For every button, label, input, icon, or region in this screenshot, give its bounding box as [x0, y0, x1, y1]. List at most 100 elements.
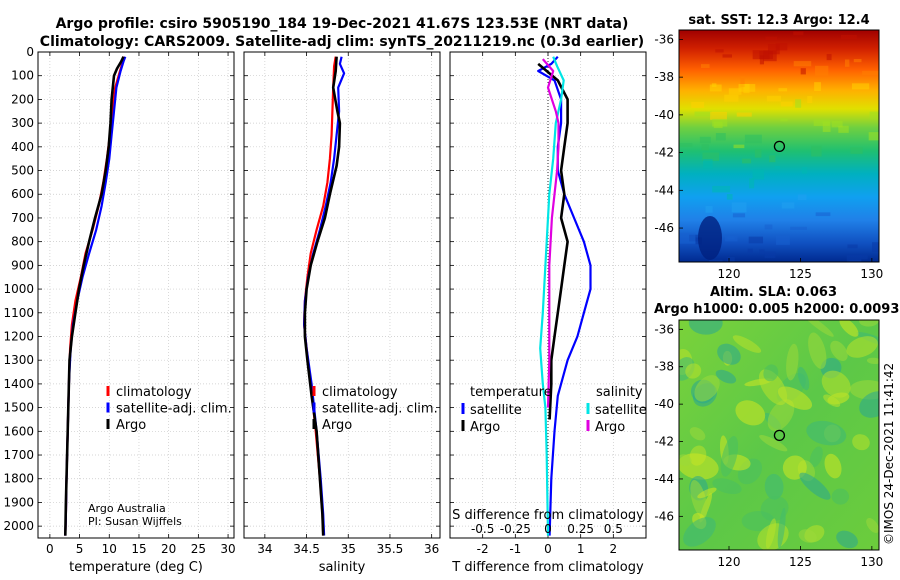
- sst-patch: [763, 50, 777, 62]
- argo-location-marker: [773, 140, 786, 153]
- sst-patch: [778, 88, 788, 92]
- legend-label: satellite-adj. clim.: [116, 402, 232, 417]
- legend-label: Argo: [470, 420, 500, 435]
- sst-patch: [726, 194, 733, 200]
- sst-patch: [765, 36, 778, 40]
- map-x-tick-label: 120: [718, 267, 741, 281]
- y-tick-label: 800: [11, 235, 34, 249]
- sst-patch: [790, 226, 807, 230]
- y-tick-label: 1700: [3, 448, 34, 462]
- sst-patch: [724, 94, 739, 102]
- series-line-argo: [64, 56, 125, 536]
- y-tick-label: 200: [11, 92, 34, 106]
- sst-patch: [679, 143, 693, 147]
- sla-patch: [732, 335, 762, 353]
- sla-patch: [697, 487, 717, 499]
- sst-patch: [840, 34, 857, 40]
- imos-watermark: ©IMOS 24-Dec-2021 11:41:42: [882, 363, 896, 545]
- sst-patch: [811, 145, 822, 157]
- x-tick-label: 36: [424, 542, 439, 556]
- sla-patch: [679, 454, 692, 466]
- sst-patch: [795, 99, 802, 108]
- sst-patch: [742, 158, 752, 164]
- sla-patch: [831, 488, 850, 505]
- legend-label: Argo: [116, 418, 146, 433]
- sst-patch: [702, 152, 720, 161]
- map-y-tick-label: -46: [654, 221, 674, 235]
- series-line-argo: [303, 56, 342, 536]
- sst-patch: [701, 143, 709, 151]
- axes-frame: [243, 51, 441, 539]
- s-tick-label: -0.5: [471, 522, 494, 536]
- sst-patch: [738, 84, 756, 92]
- x-axis-label: T difference from climatology: [451, 560, 644, 575]
- sla-patch: [764, 473, 784, 500]
- sst-patch: [694, 111, 712, 117]
- sst-patch: [712, 185, 731, 193]
- sst-patch: [740, 76, 745, 88]
- sla-patch: [799, 472, 831, 500]
- sst-patch: [793, 61, 812, 67]
- y-tick-label: 300: [11, 116, 34, 130]
- sst-patch: [868, 132, 879, 141]
- sst-patch: [754, 149, 762, 158]
- series-line-satellite: [64, 56, 127, 536]
- sst-texture: [679, 31, 879, 262]
- sla-patch: [808, 332, 827, 369]
- credit-pi: PI: Susan Wijffels: [88, 515, 182, 528]
- sla-patch: [735, 400, 766, 426]
- sla-map: Altim. SLA: 0.063 Argo h1000: 0.005 h200…: [654, 285, 899, 569]
- sst-patch: [705, 206, 713, 213]
- x-tick-label: 2: [610, 542, 618, 556]
- x-tick-label: 1: [577, 542, 585, 556]
- sst-patch: [715, 133, 726, 141]
- x-axis-label: salinity: [319, 560, 366, 575]
- map-y-tick-label: -36: [654, 32, 674, 46]
- sst-patch: [769, 155, 776, 163]
- x-tick-label: 20: [161, 542, 176, 556]
- y-tick-label: 600: [11, 187, 34, 201]
- map-y-tick-label: -44: [654, 472, 674, 486]
- sst-patch: [699, 136, 711, 144]
- sst-patch: [780, 101, 793, 107]
- sla-patch: [839, 320, 859, 337]
- sst-patch: [759, 55, 764, 65]
- y-tick-label: 2000: [3, 519, 34, 533]
- x-tick-label: 34.5: [293, 542, 320, 556]
- x-tick-label: 10: [102, 542, 117, 556]
- map-x-tick-label: 130: [860, 555, 883, 569]
- sla-patch: [866, 518, 879, 533]
- sla-patch: [866, 357, 879, 365]
- sla-patch: [767, 399, 795, 432]
- sla-patch: [720, 436, 739, 477]
- y-tick-label: 1100: [3, 306, 34, 320]
- series-line-satellite: [303, 56, 346, 536]
- sst-patch: [703, 159, 713, 169]
- sst-patch: [793, 31, 804, 36]
- sst-cold-patch: [698, 216, 722, 260]
- sla-patch: [859, 391, 879, 418]
- sla-patch: [765, 518, 776, 549]
- legend-label: Argo: [322, 418, 352, 433]
- sst-patch: [691, 101, 705, 108]
- y-tick-label: 1000: [3, 282, 34, 296]
- sla-patch: [689, 427, 706, 441]
- map-y-tick-label: -36: [654, 322, 674, 336]
- sst-patch: [780, 118, 788, 122]
- sla-patch: [824, 453, 842, 479]
- y-tick-label: 1800: [3, 472, 34, 486]
- sla-patch: [806, 420, 847, 446]
- y-tick-label: 1200: [3, 329, 34, 343]
- sst-patch: [722, 54, 732, 58]
- axes-frame: [37, 51, 235, 539]
- salinity-panel: 34 34.5 35 35.5 36 salinity climatology satelli…: [243, 51, 441, 575]
- sla-patch: [846, 336, 878, 358]
- temperature-panel: 0100200300400500600700800900100011001200…: [3, 45, 235, 575]
- y-tick-label: 700: [11, 211, 34, 225]
- sst-patch: [807, 95, 813, 103]
- x-tick-label: 35.5: [377, 542, 404, 556]
- sst-patch: [774, 166, 781, 170]
- argo-location-marker: [773, 429, 786, 442]
- map-y-tick-label: -38: [654, 70, 674, 84]
- legend-label: satellite: [470, 403, 522, 418]
